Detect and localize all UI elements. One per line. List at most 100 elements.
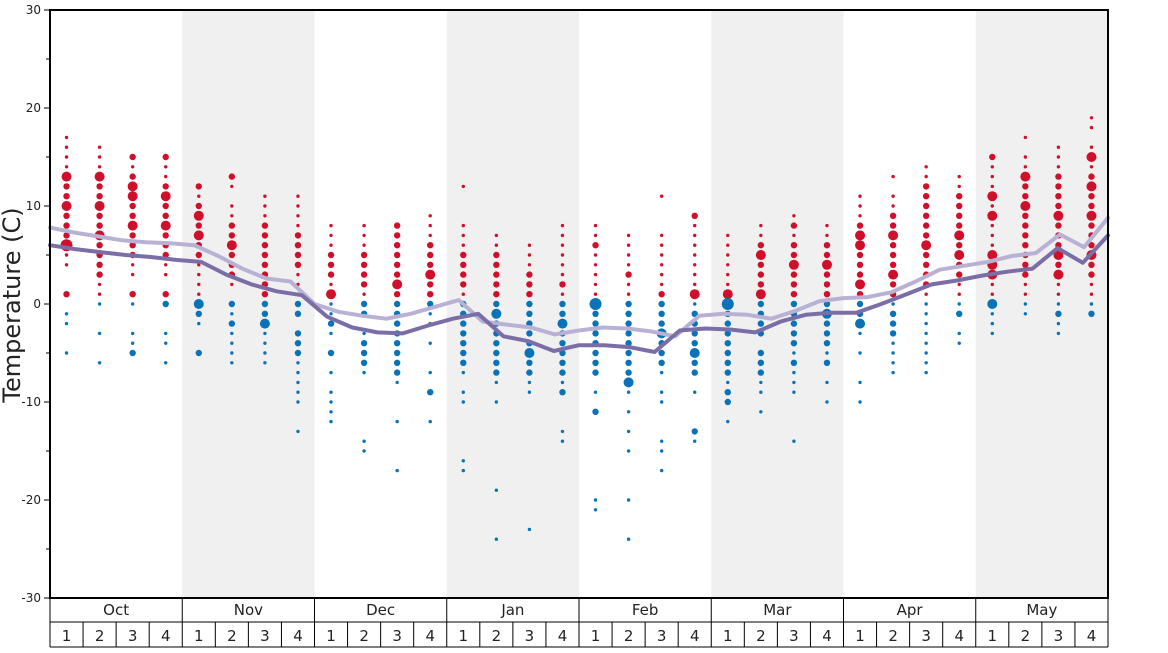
week-label: 4 [161,627,171,645]
cold-dot [724,369,731,376]
warm-dot [856,261,864,268]
month-label-feb: Feb [632,601,659,619]
cold-dot [228,320,236,327]
week-label: 3 [128,627,138,645]
warm-dot [593,263,598,267]
cold-dot [626,498,631,502]
warm-dot [129,291,136,298]
cold-dot [1088,310,1095,317]
cold-dot [195,349,202,357]
cold-dot [130,331,135,336]
warm-dot [823,271,831,278]
warm-dot [230,282,234,287]
cold-dot [726,380,730,385]
warm-dot [757,281,765,288]
warm-dot [1088,242,1095,249]
warm-dot [461,223,465,228]
warm-dot [1023,292,1028,296]
cold-dot [362,449,366,453]
warm-dot [693,223,697,228]
warm-dot [327,261,335,268]
cold-dot [659,468,664,473]
warm-dot [96,183,103,190]
warm-dot [427,281,434,288]
cold-dot [626,410,631,414]
warm-dot [1086,181,1097,192]
warm-dot [195,251,202,259]
cold-dot [592,359,599,366]
cold-dot [162,300,169,308]
cold-dot [1023,312,1028,316]
cold-dot [526,359,533,366]
cold-dot [294,340,302,347]
month-shade-may [975,10,1108,598]
cold-dot [658,320,665,327]
warm-dot [393,222,401,229]
cold-dot [825,380,829,385]
cold-dot [593,508,598,512]
warm-dot [164,174,168,179]
warm-dot [1022,232,1029,239]
cold-dot [559,389,566,396]
cold-dot [460,330,467,337]
cold-dot [757,359,765,366]
cold-dot [691,340,698,347]
warm-dot [891,204,895,208]
warm-dot [197,292,201,296]
warm-dot [889,212,897,219]
cold-dot [296,361,300,365]
warm-dot [957,174,961,179]
warm-dot [460,281,467,288]
warm-dot [197,194,201,198]
cold-dot [891,361,895,365]
warm-dot [956,193,963,200]
warm-dot [726,253,730,257]
cold-dot [924,331,928,336]
cold-dot [294,300,302,308]
warm-dot [924,174,928,179]
cold-dot [592,408,599,415]
cold-dot [790,359,798,366]
warm-dot [722,289,733,300]
warm-dot [790,222,798,229]
warm-dot [61,201,72,211]
cold-dot [263,351,267,355]
warm-dot [1089,145,1094,149]
cold-dot [526,310,533,317]
warm-dot [821,259,832,270]
warm-dot [922,261,930,268]
month-label-oct: Oct [103,601,129,619]
warm-dot [96,212,103,219]
cold-dot [526,369,533,376]
cold-dot [362,370,366,375]
cold-dot [393,359,401,366]
warm-dot [693,282,697,287]
cold-dot [1023,302,1028,306]
cold-dot [296,390,300,394]
warm-dot [1023,155,1028,159]
cold-dot [724,320,731,327]
cold-dot [956,310,963,317]
cold-dot [825,400,829,404]
warm-dot [63,183,70,190]
week-label: 2 [492,627,502,645]
warm-dot [790,242,798,249]
cold-dot [427,300,434,308]
warm-dot [97,165,102,169]
warm-dot [560,263,565,267]
warm-dot [393,261,401,268]
warm-dot [790,271,798,278]
cold-dot [193,299,204,309]
week-label: 1 [723,627,733,645]
cold-dot [494,380,499,385]
week-label: 3 [260,627,270,645]
warm-dot [160,220,171,231]
warm-dot [228,173,236,180]
week-label: 1 [326,627,336,645]
cold-dot [659,439,664,443]
cold-dot [790,330,798,337]
warm-dot [759,233,763,238]
cold-dot [625,369,632,376]
warm-dot [129,232,136,239]
